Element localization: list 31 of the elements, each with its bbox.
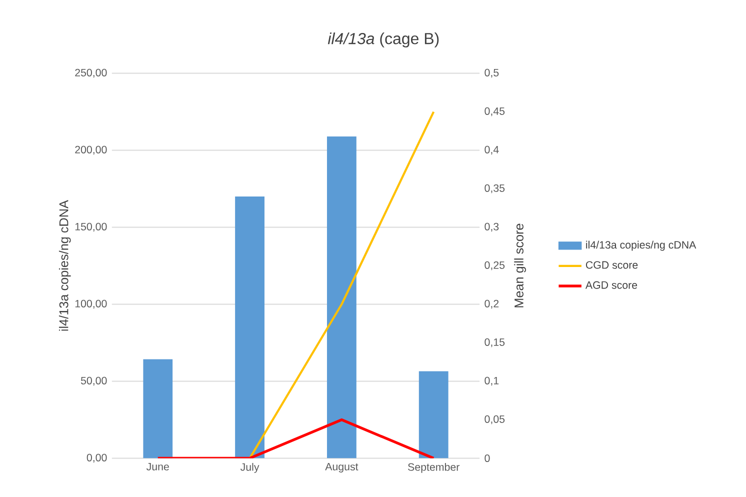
y2-tick-label: 0,5 <box>484 68 499 78</box>
bar <box>418 371 448 458</box>
y2-tick-label: 0 <box>484 454 490 462</box>
y2-tick-label: 0,1 <box>484 376 499 386</box>
bar <box>326 136 356 458</box>
y-tick-label: 0,00 <box>86 454 107 463</box>
y2-tick-label: 0,2 <box>484 300 499 309</box>
x-tick-label: July <box>240 463 260 473</box>
bar <box>235 196 264 458</box>
y2-tick-label: 0,05 <box>484 415 505 424</box>
y2-tick-label: 0,4 <box>484 146 499 155</box>
y2-tick-label: 0,25 <box>484 261 505 270</box>
y2-tick-label: 0,3 <box>484 222 499 232</box>
y-tick-label: 100,00 <box>75 300 107 309</box>
y2-tick-label: 0,15 <box>484 338 505 348</box>
legend-label: il4/13a copies/ng cDNA <box>586 240 696 251</box>
x-tick-label: June <box>146 463 169 470</box>
x-tick-label: August <box>325 463 358 473</box>
y-axis-title: il4/13a copies/ng cDNA <box>58 200 71 331</box>
y2-tick-label: 0,35 <box>484 184 505 194</box>
y-tick-label: 150,00 <box>75 222 107 232</box>
y2-axis-title: Mean gill score <box>514 224 526 308</box>
bar <box>143 359 173 458</box>
y-tick-label: 50,00 <box>80 376 107 386</box>
y-tick-label: 200,00 <box>75 146 107 155</box>
legend-label: AGD score <box>585 281 638 289</box>
y2-tick-label: 0,45 <box>484 107 505 116</box>
chart-title: il4/13a (cage B) <box>328 32 439 48</box>
y-tick-label: 250,00 <box>75 68 107 78</box>
legend-label: CGD score <box>586 261 638 269</box>
x-tick-label: September <box>408 463 460 473</box>
